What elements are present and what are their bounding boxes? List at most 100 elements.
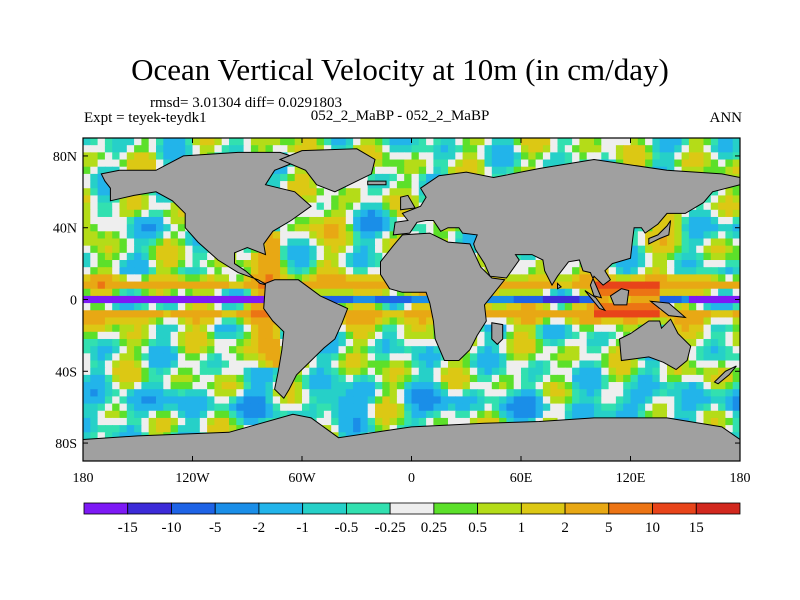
field-cell <box>360 252 369 261</box>
field-cell <box>156 417 164 426</box>
field-cell <box>579 338 588 347</box>
field-cell <box>572 353 580 362</box>
field-cell <box>192 410 201 419</box>
field-cell <box>688 145 697 153</box>
field-cell <box>645 152 653 161</box>
lat-label: 40S <box>55 365 77 380</box>
field-cell <box>126 252 135 261</box>
field-cell <box>214 295 223 304</box>
field-cell <box>732 274 740 283</box>
field-cell <box>119 331 128 340</box>
field-cell <box>528 360 537 369</box>
field-cell <box>630 281 639 290</box>
field-cell <box>134 310 142 319</box>
field-cell <box>681 295 690 304</box>
field-cell <box>564 303 573 311</box>
field-cell <box>177 209 186 218</box>
field-cell <box>90 317 99 326</box>
field-cell <box>550 389 559 397</box>
field-cell <box>637 145 646 153</box>
field-cell <box>404 138 413 146</box>
field-cell <box>185 396 194 405</box>
field-cell <box>302 374 310 383</box>
field-cell <box>418 159 427 168</box>
field-cell <box>426 338 434 347</box>
field-cell <box>207 410 215 419</box>
field-cell <box>199 267 208 275</box>
field-cell <box>199 274 208 283</box>
field-cell <box>572 317 580 326</box>
field-cell <box>535 338 544 347</box>
colorbar-swatch <box>345 502 391 515</box>
field-cell <box>177 267 186 275</box>
field-cell <box>710 303 719 311</box>
field-cell <box>272 245 281 254</box>
field-cell <box>418 195 427 204</box>
field-cell <box>280 252 288 261</box>
field-cell <box>375 288 383 297</box>
field-cell <box>681 374 690 383</box>
field-cell <box>688 410 697 419</box>
field-cell <box>360 396 369 405</box>
field-cell <box>345 382 354 390</box>
field-cell <box>97 303 106 311</box>
field-cell <box>243 288 252 297</box>
field-cell <box>725 303 734 311</box>
field-cell <box>214 389 223 397</box>
field-cell <box>703 260 712 268</box>
field-cell <box>163 288 172 297</box>
field-cell <box>630 389 639 397</box>
field-cell <box>272 231 281 240</box>
field-cell <box>302 216 310 225</box>
field-cell <box>97 188 106 197</box>
field-cell <box>134 267 142 275</box>
field-cell <box>83 245 91 254</box>
field-cell <box>630 245 639 254</box>
field-cell <box>272 145 281 153</box>
field-cell <box>564 403 573 412</box>
field-cell <box>104 195 113 204</box>
field-cell <box>134 389 142 397</box>
field-cell <box>696 245 705 254</box>
field-cell <box>104 353 113 362</box>
field-cell <box>338 216 347 225</box>
field-cell <box>229 281 237 290</box>
field-cell <box>718 403 726 412</box>
field-cell <box>104 367 113 376</box>
field-cell <box>104 382 113 390</box>
field-cell <box>90 367 99 376</box>
field-cell <box>645 245 653 254</box>
field-cell <box>557 281 566 290</box>
field-cell <box>207 338 215 347</box>
field-cell <box>338 288 347 297</box>
field-cell <box>433 382 442 390</box>
field-cell <box>360 403 369 412</box>
field-cell <box>112 382 121 390</box>
field-cell <box>615 382 624 390</box>
field-cell <box>185 324 194 333</box>
field-cell <box>112 159 121 168</box>
lon-label: 60E <box>510 471 533 486</box>
field-cell <box>323 288 332 297</box>
field-cell <box>659 396 668 405</box>
field-cell <box>630 396 639 405</box>
field-cell <box>199 382 208 390</box>
field-cell <box>331 360 340 369</box>
field-cell <box>265 389 274 397</box>
field-cell <box>586 353 595 362</box>
field-cell <box>272 138 281 146</box>
field-cell <box>316 382 325 390</box>
field-cell <box>732 202 740 211</box>
field-cell <box>513 317 522 326</box>
field-cell <box>177 281 186 290</box>
field-cell <box>521 274 529 283</box>
field-cell <box>557 382 566 390</box>
field-cell <box>674 396 683 405</box>
field-cell <box>637 281 646 290</box>
field-cell <box>389 159 398 168</box>
field-cell <box>148 224 157 232</box>
land-antarctica <box>83 413 740 461</box>
field-cell <box>338 202 347 211</box>
field-cell <box>608 353 617 362</box>
field-cell <box>608 410 617 419</box>
